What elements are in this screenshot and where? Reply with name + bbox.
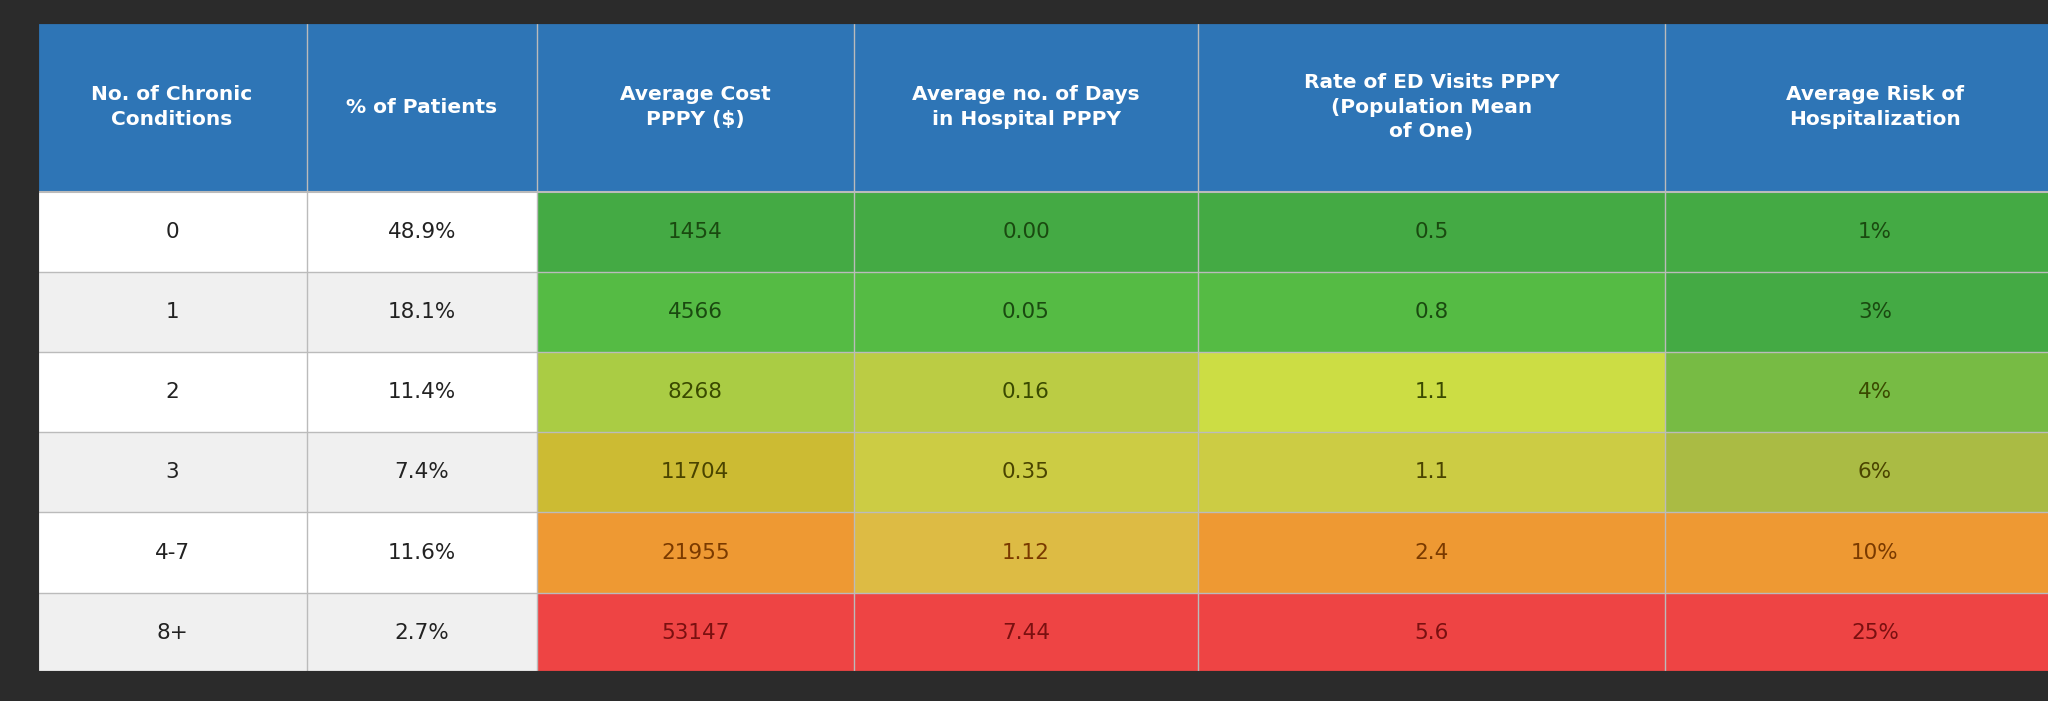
Text: 1.1: 1.1 — [1415, 382, 1448, 402]
Text: 6%: 6% — [1858, 463, 1892, 482]
Text: 8+: 8+ — [156, 623, 188, 643]
Bar — [537, 593, 854, 673]
Text: 0.5: 0.5 — [1415, 222, 1448, 242]
Text: 2.4: 2.4 — [1415, 543, 1448, 563]
Bar — [307, 22, 537, 191]
Bar — [1665, 352, 2048, 433]
Bar — [307, 433, 537, 512]
Text: 4%: 4% — [1858, 382, 1892, 402]
Text: 7.4%: 7.4% — [395, 463, 449, 482]
Bar — [1198, 22, 1665, 191]
Bar — [37, 22, 307, 191]
Bar — [854, 512, 1198, 593]
Bar — [854, 593, 1198, 673]
Text: 11.6%: 11.6% — [387, 543, 457, 563]
Text: 3: 3 — [166, 463, 178, 482]
Text: 3%: 3% — [1858, 302, 1892, 322]
Bar — [854, 352, 1198, 433]
Text: 1454: 1454 — [668, 222, 723, 242]
Bar — [1665, 433, 2048, 512]
Text: Average Cost
PPPY ($): Average Cost PPPY ($) — [621, 86, 770, 128]
Text: 53147: 53147 — [662, 623, 729, 643]
Text: 0.05: 0.05 — [1001, 302, 1051, 322]
Bar — [37, 593, 307, 673]
Bar — [537, 191, 854, 272]
Bar — [537, 512, 854, 593]
Text: 11704: 11704 — [662, 463, 729, 482]
Bar — [537, 272, 854, 352]
Text: 0.35: 0.35 — [1001, 463, 1051, 482]
Bar — [1665, 272, 2048, 352]
Bar — [307, 593, 537, 673]
Bar — [37, 191, 307, 272]
Text: 18.1%: 18.1% — [387, 302, 457, 322]
Bar — [1198, 272, 1665, 352]
Text: 4566: 4566 — [668, 302, 723, 322]
Text: No. of Chronic
Conditions: No. of Chronic Conditions — [92, 86, 252, 128]
Bar — [307, 512, 537, 593]
Text: Rate of ED Visits PPPY
(Population Mean
of One): Rate of ED Visits PPPY (Population Mean … — [1305, 73, 1559, 141]
Bar — [854, 191, 1198, 272]
Bar — [1198, 191, 1665, 272]
Text: 48.9%: 48.9% — [387, 222, 457, 242]
Bar — [307, 272, 537, 352]
Text: Average no. of Days
in Hospital PPPY: Average no. of Days in Hospital PPPY — [911, 86, 1141, 128]
Text: 2.7%: 2.7% — [395, 623, 449, 643]
Bar — [1665, 22, 2048, 191]
Bar — [307, 352, 537, 433]
Text: 0: 0 — [166, 222, 178, 242]
Text: 11.4%: 11.4% — [387, 382, 457, 402]
Bar — [1665, 191, 2048, 272]
Bar — [37, 512, 307, 593]
Bar — [854, 272, 1198, 352]
Text: 1: 1 — [166, 302, 178, 322]
Bar — [1198, 352, 1665, 433]
Bar — [37, 272, 307, 352]
Bar — [1198, 433, 1665, 512]
Bar — [854, 433, 1198, 512]
Text: 10%: 10% — [1851, 543, 1898, 563]
Bar — [1665, 593, 2048, 673]
Bar — [1198, 593, 1665, 673]
Text: Average Risk of
Hospitalization: Average Risk of Hospitalization — [1786, 86, 1964, 128]
Bar — [537, 433, 854, 512]
Text: % of Patients: % of Patients — [346, 97, 498, 116]
Text: 25%: 25% — [1851, 623, 1898, 643]
Bar — [1198, 512, 1665, 593]
Bar — [537, 352, 854, 433]
Text: 8268: 8268 — [668, 382, 723, 402]
Text: 0.8: 0.8 — [1415, 302, 1448, 322]
Text: 7.44: 7.44 — [1001, 623, 1051, 643]
Bar — [1665, 512, 2048, 593]
Bar — [854, 22, 1198, 191]
Text: 0.00: 0.00 — [1001, 222, 1051, 242]
Text: 1%: 1% — [1858, 222, 1892, 242]
Bar — [37, 352, 307, 433]
Text: 5.6: 5.6 — [1415, 623, 1448, 643]
Text: 1.12: 1.12 — [1001, 543, 1051, 563]
Bar — [307, 191, 537, 272]
Bar — [37, 433, 307, 512]
Text: 21955: 21955 — [662, 543, 729, 563]
Text: 4-7: 4-7 — [154, 543, 190, 563]
Bar — [537, 22, 854, 191]
Text: 2: 2 — [166, 382, 178, 402]
Text: 0.16: 0.16 — [1001, 382, 1051, 402]
Text: 1.1: 1.1 — [1415, 463, 1448, 482]
